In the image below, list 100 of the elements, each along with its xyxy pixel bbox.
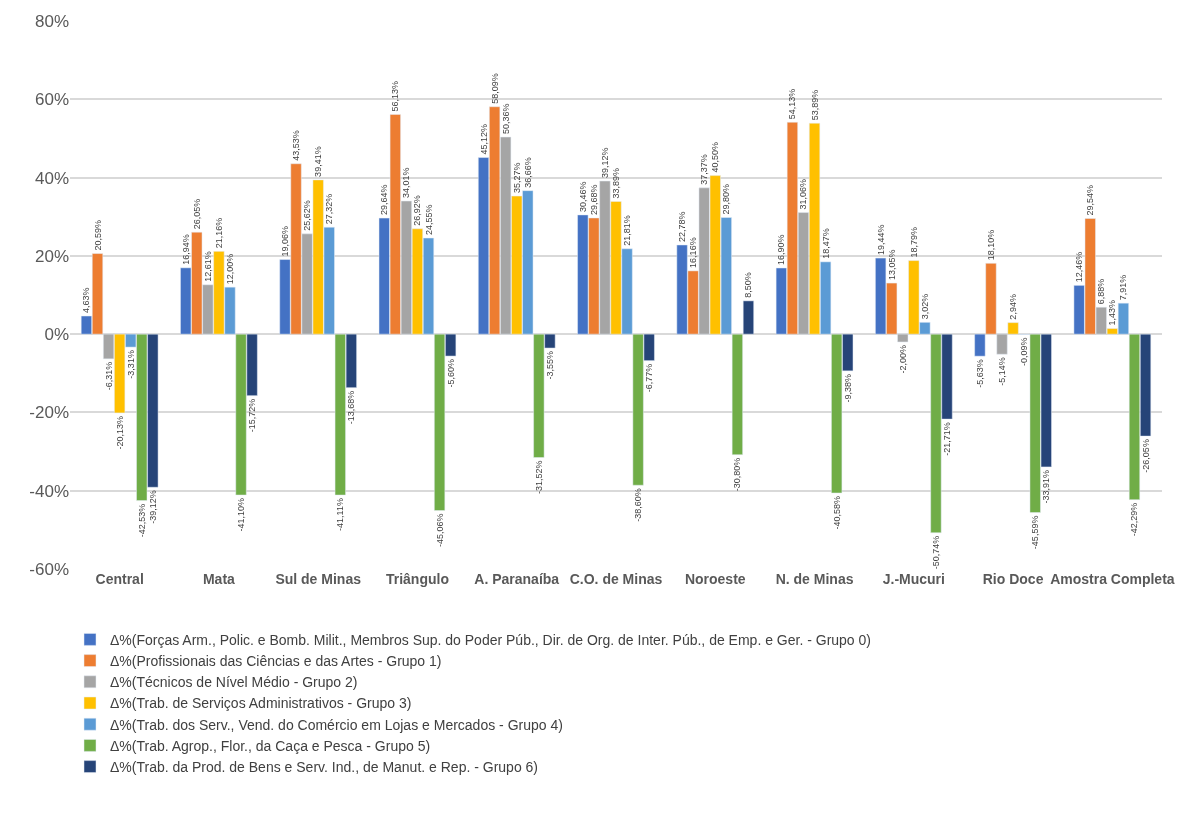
data-label: 29,68% (588, 184, 599, 215)
data-label: -45,59% (1030, 515, 1041, 550)
y-tick-label: -60% (29, 559, 69, 579)
data-label: 20,59% (92, 220, 103, 251)
data-label: 26,92% (412, 195, 423, 226)
data-label: -26,05% (1140, 439, 1151, 473)
data-label: -40,58% (831, 495, 842, 530)
data-label: -41,11% (335, 498, 346, 531)
data-label: -9,38% (842, 373, 853, 403)
legend-label: Δ%(Trab. dos Serv., Vend. do Comércio em Lojas e Mercados - Grupo 4) (110, 716, 563, 733)
legend-label: Δ%(Técnicos de Nível Médio - Grupo 2) (110, 674, 358, 691)
x-tick-label: Sul de Minas (275, 571, 362, 587)
data-label: 45,12% (478, 124, 489, 155)
data-label: 56,13% (390, 80, 401, 112)
x-tick-label: Mata (202, 571, 236, 587)
data-label: -45,06% (434, 513, 445, 548)
data-label: 35,27% (511, 162, 522, 194)
x-tick-label: Rio Doce (982, 571, 1044, 587)
data-label: -5,63% (974, 359, 985, 388)
data-label: -20,13% (114, 415, 125, 450)
data-label: 7,91% (1118, 274, 1129, 301)
data-label: -0,09% (1019, 337, 1030, 367)
y-tick-label: 0% (44, 325, 69, 345)
legend-label: Δ%(Trab. Agrop., Flor., da Caça e Pesca - Grupo 5) (110, 737, 431, 754)
x-tick-label: J.-Mucuri (882, 571, 945, 587)
data-label: 19,44% (875, 224, 886, 256)
data-label: 54,13% (787, 88, 798, 120)
data-label: 22,78% (677, 211, 688, 242)
data-label: 8,50% (743, 272, 754, 298)
data-label: -21,71% (942, 422, 953, 456)
y-tick-label: 40% (34, 168, 69, 188)
data-label: 4,63% (81, 287, 92, 314)
x-tick-label: Amostra Completa (1050, 571, 1175, 587)
data-label: 58,09% (489, 73, 500, 104)
data-label: -42,29% (1129, 502, 1140, 537)
legend-label: Δ%(Profissionais das Ciências e das Artes - Grupo 1) (110, 653, 442, 670)
data-label: 30,46% (577, 181, 588, 212)
data-label: 18,10% (985, 229, 996, 261)
data-label: -5,14% (997, 357, 1008, 386)
y-tick-label: -40% (29, 481, 69, 501)
data-label: 26,05% (191, 198, 202, 230)
data-label: -30,80% (732, 457, 743, 492)
data-label: -50,74% (930, 535, 941, 570)
y-tick-label: 60% (34, 90, 69, 110)
data-label: 33,89% (611, 167, 621, 199)
data-label: 53,89% (809, 89, 820, 121)
data-label: 18,79% (908, 227, 919, 258)
data-label: 19,06% (279, 226, 290, 257)
data-label: 12,61% (202, 251, 213, 282)
data-label: -3,31% (125, 350, 136, 379)
data-label: 40,50% (710, 142, 721, 173)
data-label: 50,36% (500, 103, 511, 135)
data-label: -3,55% (544, 351, 555, 380)
x-tick-label: A. Paranaíba (474, 571, 560, 587)
data-label: 13,05% (886, 249, 897, 281)
data-label: 29,80% (721, 183, 732, 215)
data-label: 16,16% (688, 237, 699, 268)
data-label: 21,81% (622, 215, 633, 246)
data-label: 29,64% (379, 184, 390, 216)
data-label: 2,94% (1008, 294, 1019, 320)
data-label: 1,43% (1107, 300, 1118, 326)
data-label: 16,90% (776, 234, 787, 265)
data-label: -6,31% (103, 361, 114, 391)
data-label: 18,47% (820, 228, 831, 259)
x-tick-label: Central (95, 571, 144, 587)
data-label: 43,53% (291, 130, 302, 161)
data-label: 24,55% (423, 204, 434, 236)
x-tick-label: Noroeste (684, 571, 746, 587)
data-label: -42,53% (136, 503, 147, 538)
data-label: 27,32% (324, 193, 335, 225)
data-label: -41,10% (236, 498, 247, 532)
y-tick-label: -20% (29, 403, 69, 423)
y-tick-label: 20% (34, 246, 69, 266)
data-label: 31,06% (798, 179, 809, 210)
data-label: 34,01% (401, 167, 412, 199)
data-label: -39,12% (147, 490, 158, 524)
data-label: -33,91% (1041, 469, 1052, 504)
data-label: 21,16% (213, 217, 224, 249)
x-tick-label: N. de Minas (775, 571, 854, 587)
data-label: 12,00% (224, 253, 235, 285)
data-label: -5,60% (445, 359, 456, 388)
x-tick-label: Triângulo (385, 571, 449, 587)
data-label: -6,77% (644, 363, 655, 393)
data-label: 39,41% (313, 146, 324, 177)
data-label: 25,62% (302, 200, 313, 231)
data-label: -2,00% (897, 344, 908, 374)
data-label: -13,68% (346, 390, 357, 425)
data-label: 16,94% (180, 234, 191, 265)
x-tick-label: C.O. de Minas (569, 571, 663, 587)
data-label: 12,46% (1074, 251, 1085, 283)
data-label: 36,66% (522, 157, 533, 188)
data-label: 3,02% (919, 293, 930, 320)
data-label: 39,12% (599, 147, 610, 179)
data-label: -31,52% (533, 460, 544, 495)
legend-label: Δ%(Forças Arm., Polic. e Bomb. Milit., Membros Sup. do Poder Púb., Dir. de Org. de Inter. Púb., de Emp. e Ger. - Grupo 0) (110, 631, 871, 648)
legend-label: Δ%(Trab. da Prod. de Bens e Serv. Ind., de Manut. e Rep. - Grupo 6) (110, 759, 539, 776)
y-tick-label: 80% (34, 11, 69, 31)
data-label: 37,37% (699, 154, 710, 185)
data-label: 29,54% (1085, 184, 1096, 216)
data-label: -15,72% (247, 398, 258, 433)
